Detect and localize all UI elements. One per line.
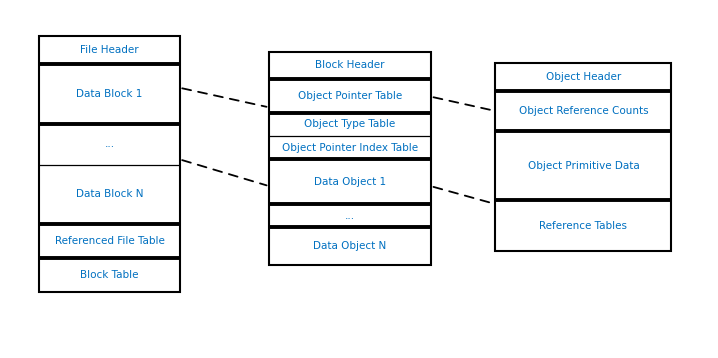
Bar <box>495 63 671 251</box>
Text: Object Pointer Index Table: Object Pointer Index Table <box>282 143 418 153</box>
Text: Object Pointer Table: Object Pointer Table <box>298 91 402 101</box>
Text: Object Type Table: Object Type Table <box>304 120 396 129</box>
Text: Referenced File Table: Referenced File Table <box>55 236 164 246</box>
Bar <box>39 36 180 292</box>
Text: Data Block 1: Data Block 1 <box>76 89 143 99</box>
Text: Object Header: Object Header <box>546 72 621 82</box>
Text: Object Primitive Data: Object Primitive Data <box>528 161 639 170</box>
Bar <box>269 52 431 265</box>
Text: Data Block N: Data Block N <box>75 189 144 199</box>
Text: Block Header: Block Header <box>315 61 385 70</box>
Text: Reference Tables: Reference Tables <box>539 221 628 231</box>
Text: ...: ... <box>345 211 355 221</box>
Text: Object Reference Counts: Object Reference Counts <box>518 106 648 116</box>
Text: File Header: File Header <box>80 45 139 55</box>
Text: ...: ... <box>104 139 115 149</box>
Text: Data Object N: Data Object N <box>313 241 387 251</box>
Text: Block Table: Block Table <box>80 270 139 280</box>
Text: Data Object 1: Data Object 1 <box>314 177 386 187</box>
